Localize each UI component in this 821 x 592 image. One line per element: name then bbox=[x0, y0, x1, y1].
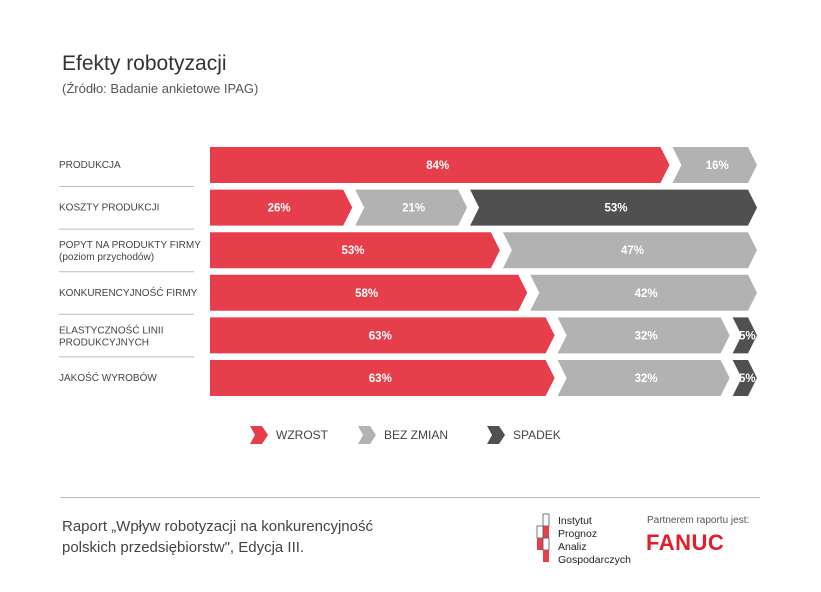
value-label: 53% bbox=[605, 203, 628, 215]
ipag-line: Prognoz bbox=[558, 528, 598, 540]
category-sublabel: (poziom przychodów) bbox=[59, 252, 154, 263]
value-label: 63% bbox=[369, 373, 392, 385]
value-label: 42% bbox=[635, 288, 658, 300]
bar-wzrost bbox=[210, 189, 353, 226]
ipag-line: Analiz bbox=[558, 541, 587, 553]
legend-swatch-spadek bbox=[487, 426, 505, 444]
ipag-logo-icon bbox=[536, 513, 550, 562]
legend-label: BEZ ZMIAN bbox=[384, 428, 448, 442]
bar-bez_zmian bbox=[672, 147, 757, 183]
bar-spadek bbox=[732, 360, 757, 396]
value-label: 32% bbox=[635, 373, 658, 385]
chart-source: (Źródło: Badanie ankietowe IPAG) bbox=[62, 81, 259, 96]
value-label: 26% bbox=[268, 203, 291, 215]
legend-swatch-bez_zmian bbox=[358, 426, 376, 444]
value-label: 53% bbox=[341, 245, 364, 257]
value-label: 5% bbox=[739, 330, 756, 342]
bar-bez_zmian bbox=[557, 317, 730, 354]
fanuc-logo: FANUC bbox=[646, 530, 725, 555]
value-label: 5% bbox=[739, 373, 756, 385]
chart-title: Efekty robotyzacji bbox=[62, 52, 227, 75]
ipag-line: Gospodarczych bbox=[558, 554, 631, 566]
stacked-bar-chart: PRODUKCJA 84% 16% KOSZTY PRODUKCJI 26% 21% 53%… bbox=[59, 147, 757, 444]
value-label: 32% bbox=[635, 330, 658, 342]
value-label: 63% bbox=[369, 330, 392, 342]
value-label: 84% bbox=[426, 160, 449, 172]
category-label: PRODUKCJA bbox=[59, 160, 121, 171]
value-label: 47% bbox=[621, 245, 644, 257]
bar-wzrost bbox=[210, 317, 555, 354]
ipag-name: Instytut Prognoz Analiz Gospodarczych bbox=[558, 515, 631, 567]
bar-bez_zmian bbox=[530, 274, 757, 311]
category-label: JAKOŚĆ WYROBÓW bbox=[59, 371, 157, 384]
legend-swatch-wzrost bbox=[250, 426, 268, 444]
legend-label: WZROST bbox=[276, 428, 329, 442]
value-label: 16% bbox=[706, 160, 729, 172]
partner-label: Partnerem raportu jest: bbox=[647, 515, 750, 526]
category-label: KONKURENCYJNOŚĆ FIRMY bbox=[59, 286, 198, 299]
ipag-line: Instytut bbox=[558, 515, 592, 527]
category-label: KOSZTY PRODUKCJI bbox=[59, 203, 159, 214]
value-label: 21% bbox=[402, 203, 425, 215]
report-title: Raport „Wpływ robotyzacji na konkurencyj… bbox=[62, 516, 373, 558]
bar-bez_zmian bbox=[502, 232, 757, 269]
bar-bez_zmian bbox=[557, 360, 730, 396]
report-line-2: polskich przedsiębiorstw", Edycja III. bbox=[62, 539, 305, 556]
bar-bez_zmian bbox=[355, 189, 468, 226]
bar-wzrost bbox=[210, 360, 555, 396]
category-label: ELASTYCZNOŚĆ LINII bbox=[59, 323, 163, 336]
footer-divider bbox=[60, 497, 760, 498]
bar-wzrost bbox=[210, 232, 500, 269]
bar-wzrost bbox=[210, 147, 670, 183]
report-line-1: Raport „Wpływ robotyzacji na konkurencyj… bbox=[62, 518, 373, 535]
legend-label: SPADEK bbox=[513, 428, 561, 442]
bar-spadek bbox=[732, 317, 757, 354]
value-label: 58% bbox=[355, 288, 378, 300]
bar-wzrost bbox=[210, 274, 528, 311]
category-sublabel: PRODUKCYJNYCH bbox=[59, 337, 149, 348]
category-label: POPYT NA PRODUKTY FIRMY bbox=[59, 240, 201, 251]
bar-spadek bbox=[470, 189, 757, 226]
